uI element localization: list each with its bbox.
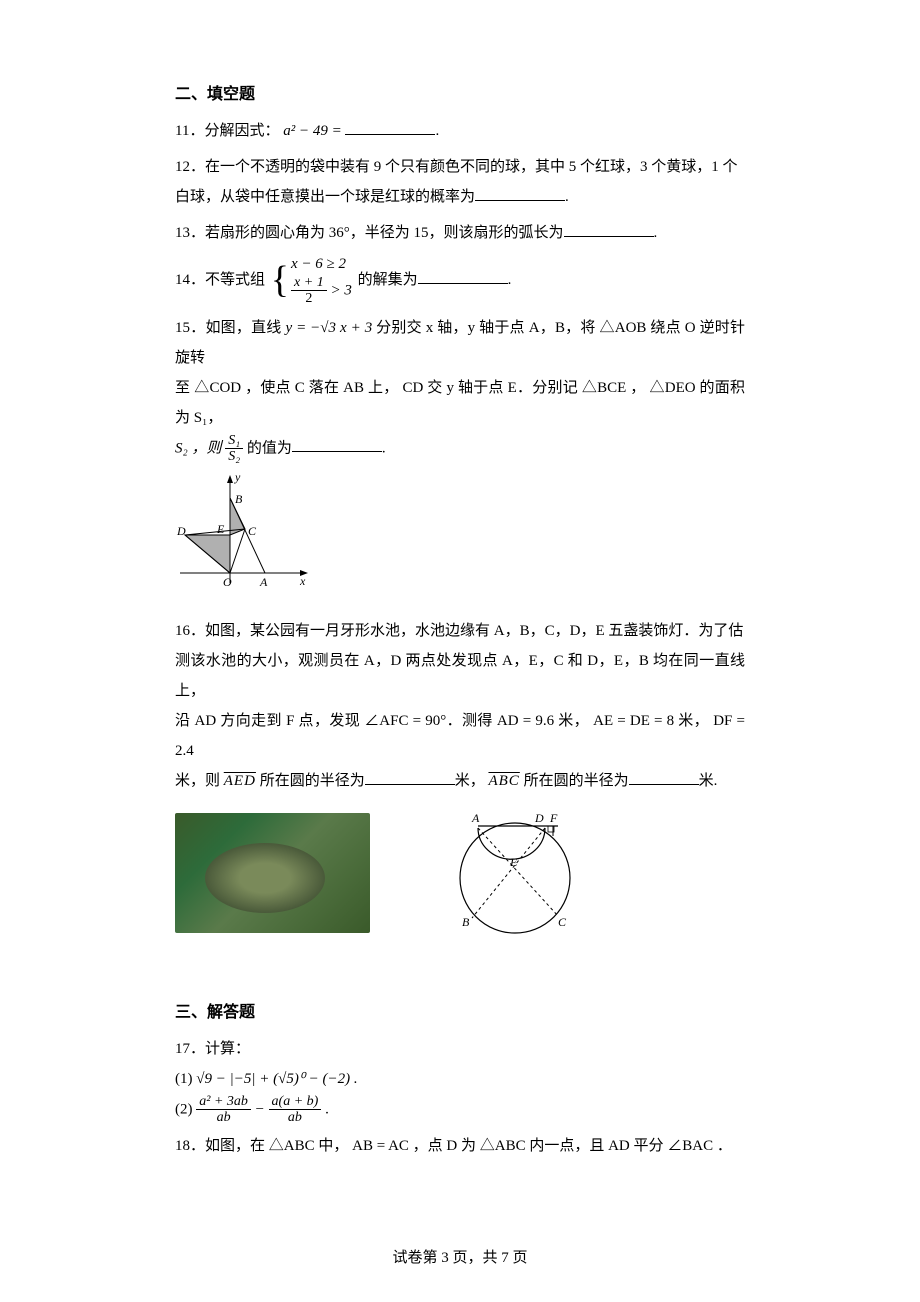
svg-text:C: C bbox=[248, 524, 257, 538]
svg-text:F: F bbox=[549, 811, 558, 825]
q15-diagram: O y x A B C D E bbox=[175, 473, 745, 608]
q16-arc1: AED bbox=[224, 773, 256, 789]
q14-brace-group: { x − 6 ≥ 2 x + 12 > 3 bbox=[271, 254, 352, 307]
q16-blank2 bbox=[629, 770, 699, 785]
q12-period: . bbox=[565, 189, 569, 205]
q14-eq2-tail: > 3 bbox=[327, 282, 352, 298]
q15-frac-n: S₁ bbox=[225, 433, 243, 449]
page-footer: 试卷第 3 页，共 7 页 bbox=[0, 1246, 920, 1267]
q13-num: 13． bbox=[175, 225, 205, 241]
q15-line3a: S₂ ，则 bbox=[175, 440, 225, 456]
q16-arc2: ABC bbox=[488, 773, 519, 789]
q15-blank bbox=[292, 437, 382, 452]
q15-period: . bbox=[382, 440, 386, 456]
svg-text:x: x bbox=[299, 574, 306, 588]
q16-diagram: A D F E B C bbox=[430, 808, 600, 938]
q17-title: 计算： bbox=[205, 1041, 250, 1057]
q16-line4b: 所在圆的半径为 bbox=[256, 773, 365, 789]
question-11: 11．分解因式： a² − 49 = . bbox=[175, 116, 745, 146]
q15-frac-d: S₂ bbox=[225, 449, 243, 464]
q14-num: 14． bbox=[175, 272, 205, 288]
svg-text:B: B bbox=[235, 492, 243, 506]
question-14: 14．不等式组 { x − 6 ≥ 2 x + 12 > 3 的解集为. bbox=[175, 254, 745, 307]
q16-line2: 测该水池的大小，观测员在 A，D 两点处发现点 A，E，C 和 D，E，B 均在… bbox=[175, 653, 745, 699]
section-2-header: 二、填空题 bbox=[175, 80, 745, 104]
svg-text:B: B bbox=[462, 915, 470, 929]
q16-blank1 bbox=[365, 770, 455, 785]
q17-p2-f1n: a² + 3ab bbox=[196, 1094, 251, 1110]
q12-line1: 在一个不透明的袋中装有 9 个只有颜色不同的球，其中 5 个红球，3 个黄球，1… bbox=[205, 159, 738, 175]
question-17: 17．计算： (1) √9 − |−5| + (√5)⁰ − (−2) . (2… bbox=[175, 1034, 745, 1126]
q17-p2-op: − bbox=[251, 1101, 269, 1117]
q13-blank bbox=[564, 222, 654, 237]
q16-num: 16． bbox=[175, 623, 205, 639]
q17-num: 17． bbox=[175, 1041, 205, 1057]
q15-line1a: 如图，直线 bbox=[205, 320, 285, 336]
question-15: 15．如图，直线 y = −√3 x + 3 分别交 x 轴，y 轴于点 A，B… bbox=[175, 313, 745, 465]
q14-text-a: 不等式组 bbox=[205, 272, 265, 288]
q16-line3: 沿 AD 方向走到 F 点，发现 ∠AFC = 90°．测得 AD = 9.6 … bbox=[175, 713, 745, 759]
brace-icon: { bbox=[271, 261, 289, 299]
question-16: 16．如图，某公园有一月牙形水池，水池边缘有 A，B，C，D，E 五盏装饰灯．为… bbox=[175, 616, 745, 796]
q13-period: . bbox=[654, 225, 658, 241]
q17-p2-f2d: ab bbox=[269, 1110, 322, 1125]
q17-p2-f2n: a(a + b) bbox=[269, 1094, 322, 1110]
svg-text:y: y bbox=[234, 473, 241, 484]
q11-num: 11． bbox=[175, 123, 204, 139]
question-18: 18．如图，在 △ABC 中， AB = AC ，点 D 为 △ABC 内一点，… bbox=[175, 1131, 745, 1161]
svg-text:C: C bbox=[558, 915, 567, 929]
q12-num: 12． bbox=[175, 159, 205, 175]
q12-line2: 白球，从袋中任意摸出一个球是红球的概率为 bbox=[175, 189, 475, 205]
question-12: 12．在一个不透明的袋中装有 9 个只有颜色不同的球，其中 5 个红球，3 个黄… bbox=[175, 152, 745, 212]
q17-p1-label: (1) bbox=[175, 1071, 193, 1087]
q14-eq1: x − 6 ≥ 2 bbox=[291, 254, 352, 275]
q17-p2-tail: . bbox=[321, 1101, 329, 1117]
q11-period: . bbox=[435, 123, 439, 139]
q11-blank bbox=[345, 120, 435, 135]
svg-text:A: A bbox=[471, 811, 480, 825]
q14-eq2-num: x + 1 bbox=[291, 275, 327, 291]
q11-formula: a² − 49 = bbox=[283, 123, 342, 139]
q18-num: 18． bbox=[175, 1138, 205, 1154]
q17-p2-f1d: ab bbox=[196, 1110, 251, 1125]
q16-line4c: 米， bbox=[455, 773, 489, 789]
q14-eq2-den: 2 bbox=[291, 291, 327, 306]
q16-photo bbox=[175, 813, 370, 933]
question-13: 13．若扇形的圆心角为 36°，半径为 15，则该扇形的弧长为. bbox=[175, 218, 745, 248]
q17-p2-label: (2) bbox=[175, 1101, 193, 1117]
q14-text-b: 的解集为 bbox=[358, 272, 418, 288]
svg-text:O: O bbox=[223, 575, 232, 589]
q15-line3b: 的值为 bbox=[247, 440, 292, 456]
svg-text:E: E bbox=[509, 855, 518, 869]
q16-figures: A D F E B C bbox=[175, 808, 745, 938]
section-3-header: 三、解答题 bbox=[175, 998, 745, 1022]
q16-line4e: 米. bbox=[699, 773, 718, 789]
q18-text: 如图，在 △ABC 中， AB = AC ，点 D 为 △ABC 内一点，且 A… bbox=[205, 1138, 732, 1154]
q17-p1-formula: √9 − |−5| + (√5)⁰ − (−2) . bbox=[196, 1071, 357, 1087]
q15-formula: y = −√3 x + 3 bbox=[285, 320, 372, 336]
svg-text:D: D bbox=[176, 524, 186, 538]
q15-num: 15． bbox=[175, 320, 205, 336]
q15-line2: 至 △COD ，使点 C 落在 AB 上， CD 交 y 轴于点 E．分别记 △… bbox=[175, 380, 745, 426]
q13-text: 若扇形的圆心角为 36°，半径为 15，则该扇形的弧长为 bbox=[205, 225, 564, 241]
svg-text:D: D bbox=[534, 811, 544, 825]
q16-line4d: 所在圆的半径为 bbox=[520, 773, 629, 789]
q16-line4a: 米，则 bbox=[175, 773, 224, 789]
svg-text:E: E bbox=[216, 522, 225, 536]
q16-line1: 如图，某公园有一月牙形水池，水池边缘有 A，B，C，D，E 五盏装饰灯．为了估 bbox=[205, 623, 743, 639]
q14-period: . bbox=[508, 272, 512, 288]
q14-blank bbox=[418, 269, 508, 284]
svg-text:A: A bbox=[259, 575, 268, 589]
q11-text: 分解因式： bbox=[204, 123, 279, 139]
q12-blank bbox=[475, 186, 565, 201]
